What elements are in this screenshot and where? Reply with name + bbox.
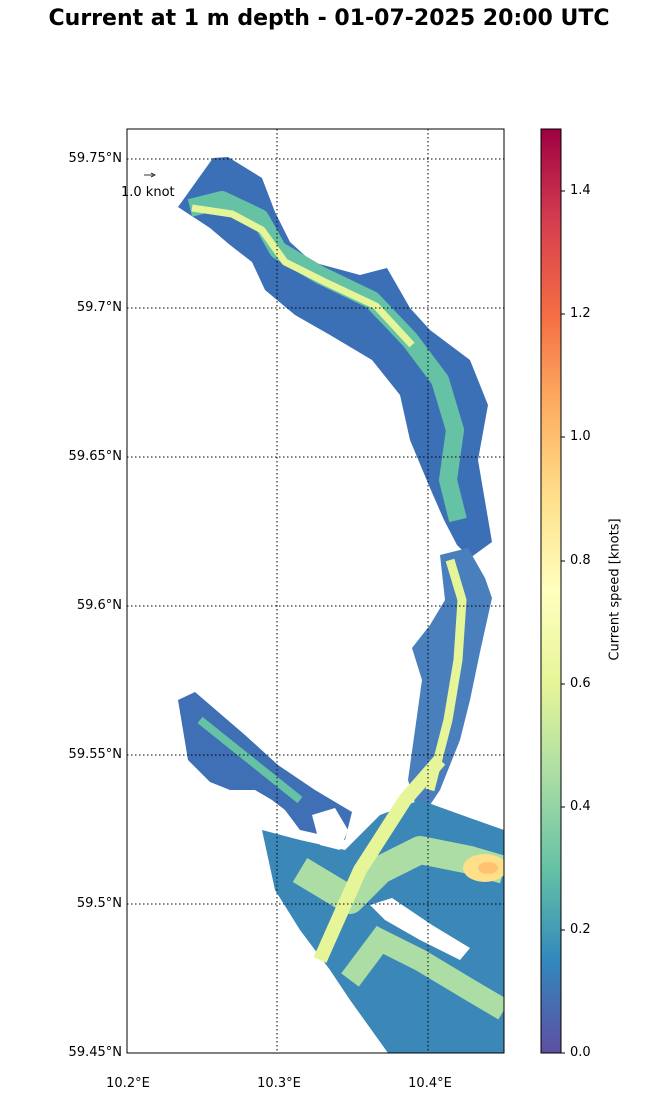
colorbar-tick-label: 0.2 (570, 922, 591, 937)
gridlines (127, 129, 504, 1053)
colorbar-tick-label: 1.4 (570, 183, 591, 198)
colorbar-tick-label: 0.6 (570, 676, 591, 691)
lat-tick-label: 59.5°N (76, 896, 122, 911)
colorbar-tick-label: 0.8 (570, 553, 591, 568)
current-field (178, 157, 504, 1053)
colorbar-tick-label: 0.4 (570, 799, 591, 814)
lon-tick-label: 10.4°E (408, 1076, 452, 1091)
island (370, 898, 470, 960)
map-frame (126, 128, 505, 1054)
lon-tick-label: 10.3°E (257, 1076, 301, 1091)
reference-arrow (144, 172, 156, 178)
reference-arrow-label: 1.0 knot (121, 185, 175, 200)
colorbar-tick-label: 1.0 (570, 429, 591, 444)
colorbar-tick-label: 1.2 (570, 306, 591, 321)
lat-tick-label: 59.75°N (68, 151, 122, 166)
map-title: Current at 1 m depth - 01-07-2025 20:00 … (48, 6, 610, 31)
lon-tick-label: 10.2°E (106, 1076, 150, 1091)
colorbar-ticks (561, 190, 565, 1054)
island (312, 808, 348, 850)
colorbar-tick-label: 0.0 (570, 1045, 591, 1060)
colorbar (540, 128, 562, 1054)
water-north-arm (178, 157, 492, 558)
lat-tick-label: 59.55°N (68, 747, 122, 762)
colorbar-label: Current speed [knots] (607, 518, 623, 661)
lat-tick-label: 59.45°N (68, 1045, 122, 1060)
lat-tick-label: 59.65°N (68, 449, 122, 464)
lat-tick-label: 59.6°N (76, 598, 122, 613)
lat-tick-label: 59.7°N (76, 300, 122, 315)
water-west-arm (178, 692, 352, 840)
